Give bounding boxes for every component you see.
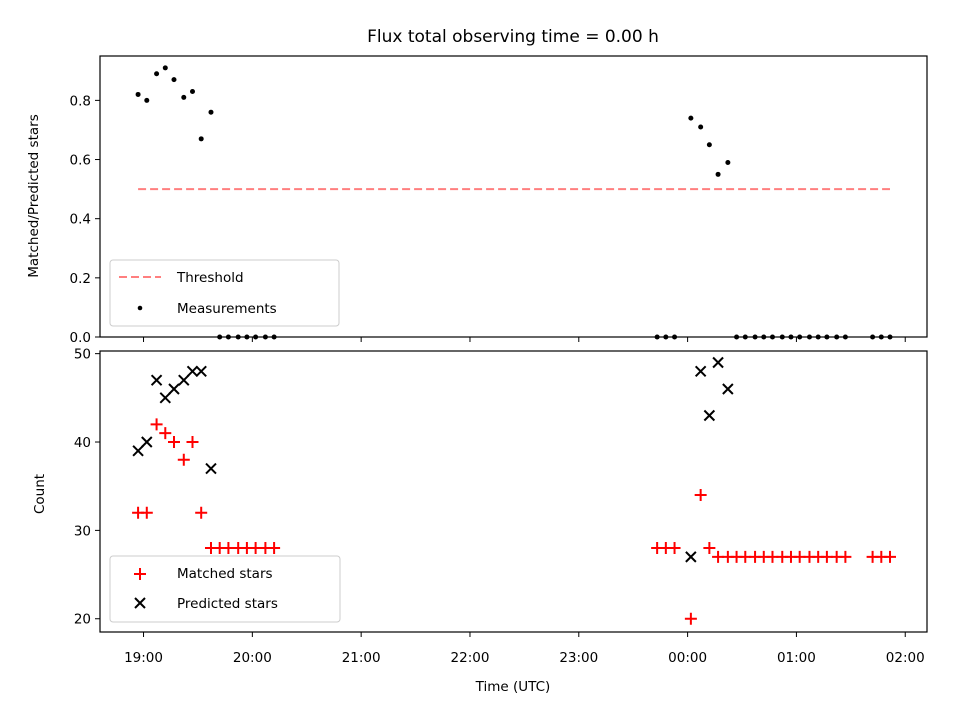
measurement-point bbox=[698, 124, 704, 130]
top-legend-box bbox=[109, 259, 340, 327]
measurement-point bbox=[171, 77, 177, 83]
x-tick-label: 21:00 bbox=[342, 650, 381, 666]
matched-star-point bbox=[150, 418, 163, 431]
measurement-point bbox=[706, 142, 712, 148]
matched-star-point bbox=[195, 506, 208, 519]
predicted-star-point bbox=[703, 409, 716, 422]
measurement-point bbox=[181, 94, 187, 100]
measurement-point bbox=[208, 109, 214, 115]
x-tick-label: 23:00 bbox=[559, 650, 598, 666]
measurement-point bbox=[162, 65, 168, 71]
legend-measurements-label: Measurements bbox=[177, 301, 277, 317]
legend-threshold-label: Threshold bbox=[176, 270, 244, 286]
matched-star-point bbox=[159, 427, 172, 440]
top-legend: Threshold Measurements bbox=[109, 259, 340, 327]
matched-star-point bbox=[167, 436, 180, 449]
matched-star-point bbox=[268, 542, 281, 555]
matched-star-point bbox=[140, 506, 153, 519]
measurement-point bbox=[715, 171, 721, 177]
predicted-star-point bbox=[186, 365, 199, 378]
x-tick-label: 02:00 bbox=[886, 650, 925, 666]
top-y-tick-label: 0.0 bbox=[70, 330, 91, 346]
bottom-y-tick-label: 30 bbox=[74, 523, 91, 539]
x-tick-label: 00:00 bbox=[668, 650, 707, 666]
top-axes-frame bbox=[99, 55, 928, 338]
legend-predicted-swatch bbox=[134, 597, 146, 609]
legend-matched-label: Matched stars bbox=[177, 566, 273, 582]
bottom-plot-area: 19:00 20:00 21:00 22:00 23:00 00:00 01:00 02:00… bbox=[74, 347, 925, 666]
bottom-y-tick-label: 50 bbox=[74, 347, 91, 363]
x-axis-label: Time (UTC) bbox=[475, 679, 551, 695]
top-y-tick-label: 0.6 bbox=[70, 153, 91, 169]
bottom-y-tick-label: 40 bbox=[74, 435, 91, 451]
predicted-star-point bbox=[159, 392, 171, 404]
top-chart-title: Flux total observing time = 0.00 h bbox=[367, 27, 659, 47]
top-y-tick-label: 0.8 bbox=[70, 93, 91, 109]
measurement-point bbox=[154, 71, 160, 77]
measurement-point bbox=[144, 97, 150, 103]
top-plot-area: 0.0 0.2 0.4 0.6 0.8 bbox=[70, 65, 906, 346]
bottom-legend: Matched stars Predicted stars bbox=[109, 555, 341, 623]
measurement-point bbox=[725, 159, 731, 165]
measurement-point bbox=[198, 136, 204, 142]
top-y-tick-label: 0.4 bbox=[70, 212, 91, 228]
measurement-point bbox=[688, 115, 694, 121]
matched-star-point bbox=[186, 436, 199, 449]
top-y-tick-label: 0.2 bbox=[70, 271, 91, 287]
predicted-star-point bbox=[694, 365, 707, 378]
predicted-star-point bbox=[178, 374, 190, 386]
x-tick-label: 01:00 bbox=[777, 650, 816, 666]
matched-star-point bbox=[839, 550, 852, 563]
predicted-star-point bbox=[168, 383, 180, 395]
legend-measurements-swatch bbox=[137, 305, 143, 311]
top-y-axis-label: Matched/Predicted stars bbox=[26, 114, 42, 277]
predicted-star-point bbox=[141, 436, 153, 448]
x-tick-label: 22:00 bbox=[451, 650, 490, 666]
predicted-star-point bbox=[132, 445, 144, 457]
measurement-point bbox=[135, 91, 141, 97]
predicted-star-point bbox=[722, 383, 734, 395]
matched-star-point bbox=[668, 542, 681, 555]
predicted-star-point bbox=[712, 356, 724, 369]
bottom-y-axis-label: Count bbox=[32, 474, 48, 514]
matched-star-point bbox=[684, 612, 697, 625]
matched-star-point bbox=[703, 542, 716, 555]
matched-star-point bbox=[884, 550, 897, 563]
legend-predicted-label: Predicted stars bbox=[177, 596, 278, 612]
x-tick-label: 20:00 bbox=[233, 650, 272, 666]
bottom-legend-box bbox=[109, 555, 341, 623]
predicted-star-point bbox=[685, 551, 697, 563]
legend-matched-swatch bbox=[134, 568, 146, 580]
bottom-axes-frame bbox=[99, 350, 928, 633]
x-tick-label: 19:00 bbox=[124, 650, 163, 666]
predicted-star-point bbox=[195, 365, 207, 378]
matched-star-point bbox=[694, 489, 707, 502]
matched-star-point bbox=[177, 453, 190, 466]
measurement-point bbox=[189, 88, 195, 94]
predicted-star-point bbox=[205, 462, 217, 475]
bottom-y-tick-label: 20 bbox=[74, 612, 91, 628]
predicted-star-point bbox=[150, 374, 163, 386]
